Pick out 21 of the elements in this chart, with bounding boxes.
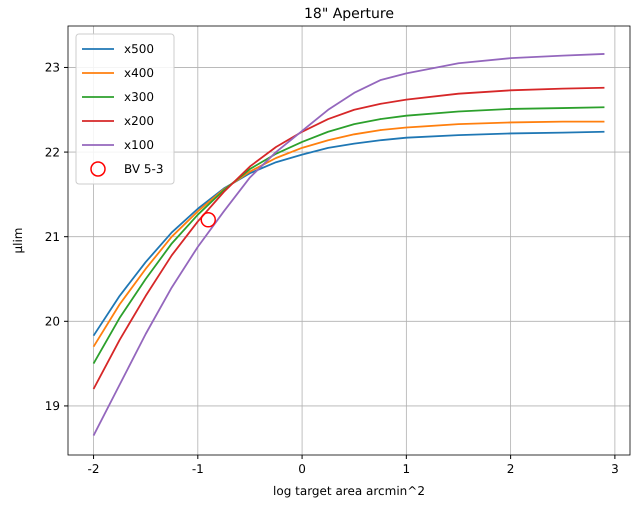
legend-label: x100	[124, 138, 154, 152]
line-series	[92, 53, 606, 436]
y-tick-label: 21	[44, 230, 60, 244]
y-tick-label: 20	[44, 314, 60, 329]
legend-label: x500	[124, 42, 154, 56]
chart-title: 18" Aperture	[304, 6, 394, 22]
x-tick-label: -2	[88, 462, 100, 476]
x-tick-label: 1	[402, 462, 410, 476]
legend-label: BV 5-3	[124, 162, 164, 176]
legend-label: x200	[124, 114, 154, 128]
x-tick-label: 3	[611, 462, 619, 476]
y-axis-title: μlim	[11, 228, 25, 254]
legend-label: x400	[124, 66, 154, 80]
x-tick-label: -1	[192, 462, 204, 476]
y-tick-label: 19	[44, 399, 60, 414]
legend-label: x300	[124, 90, 154, 104]
x-tick-label: 2	[506, 462, 514, 476]
x-tick-label: 0	[298, 462, 306, 476]
x-axis-title: log target area arcmin^2	[273, 484, 425, 498]
y-tick-label: 22	[44, 145, 60, 160]
y-tick-label: 23	[44, 60, 60, 75]
